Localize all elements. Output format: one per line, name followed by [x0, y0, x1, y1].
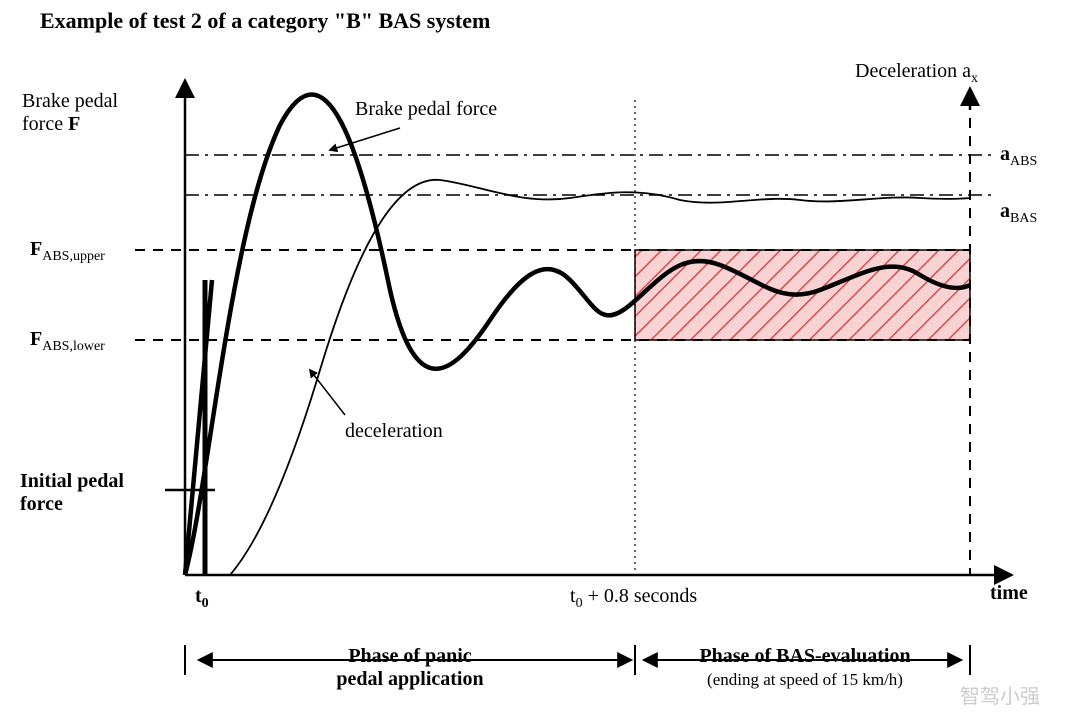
deceleration-curve [230, 180, 970, 575]
t0-rise [185, 280, 212, 575]
bpf-pointer-arrow [330, 128, 400, 150]
diagram-svg [0, 0, 1080, 728]
decel-pointer-arrow [310, 370, 345, 415]
